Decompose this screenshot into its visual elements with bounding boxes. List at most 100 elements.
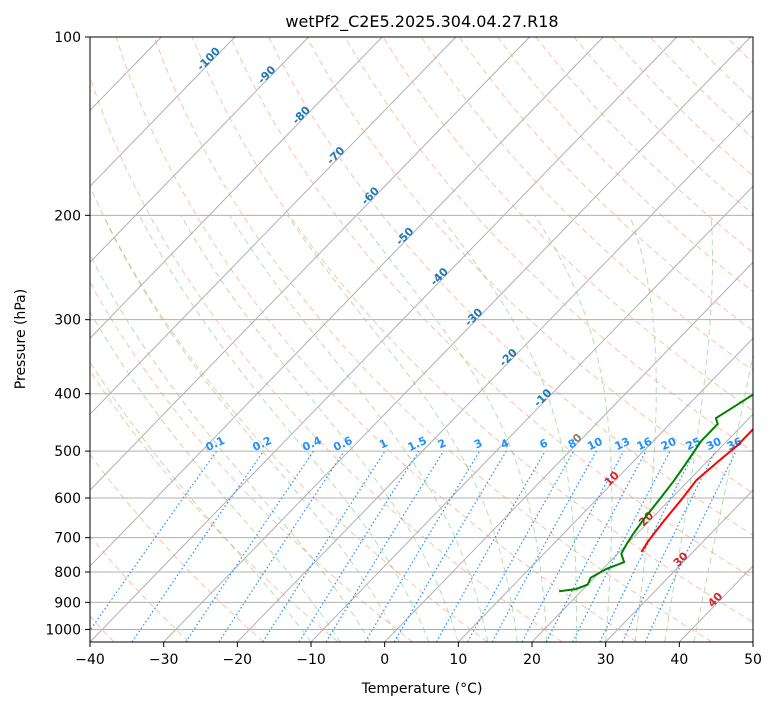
- mixing-ratio-line: [325, 450, 445, 642]
- dry-adiabat-line: [90, 281, 414, 642]
- moist-adiabat-line: [138, 215, 430, 642]
- x-tick-label: −10: [296, 652, 326, 668]
- moist-adiabat-line: [693, 352, 753, 642]
- isotherm-label: -10: [531, 386, 554, 409]
- isotherm-line: [163, 37, 751, 642]
- y-tick-label: 200: [54, 208, 81, 224]
- y-axis-label: Pressure (hPa): [13, 289, 29, 389]
- y-tick-label: 300: [54, 313, 81, 329]
- profile-series: [558, 393, 753, 593]
- mixing-ratio-line: [131, 450, 265, 642]
- x-tick-label: 10: [449, 652, 467, 668]
- isotherm-line: [90, 37, 530, 491]
- isotherm-line: [384, 261, 753, 642]
- x-axis-label: Temperature (°C): [361, 681, 483, 697]
- mixing-ratio-line: [572, 450, 671, 642]
- mixing-ratio-label: 30: [704, 435, 724, 453]
- x-tick-label: 0: [380, 652, 389, 668]
- mixing-ratio-line: [545, 450, 647, 642]
- x-tick-label: −20: [223, 652, 253, 668]
- y-axis: 100 200 300 400 500 600 700 800 900 1000: [45, 30, 90, 638]
- mixing-ratio-label: 13: [613, 435, 632, 453]
- dry-adiabat-line: [306, 37, 753, 494]
- isotherm-line: [236, 109, 753, 642]
- isotherm-label: -60: [359, 184, 382, 207]
- isotherm-label: 40: [705, 590, 725, 610]
- isotherm-line: [605, 489, 753, 642]
- mixing-ratio-line: [599, 450, 696, 642]
- moist-adiabat-line: [439, 215, 577, 642]
- isotherm-label: -20: [497, 346, 520, 369]
- isotherm-line: [90, 37, 457, 415]
- isotherm-line: [310, 185, 753, 642]
- moist-adiabat-line: [90, 360, 312, 642]
- isotherm-line: [752, 641, 753, 642]
- background-lines: [90, 37, 775, 642]
- isotherm-label: -100: [194, 44, 223, 73]
- moist-adiabat-line: [534, 215, 613, 642]
- dry-adiabat-line: [90, 185, 488, 642]
- temperature-line: [640, 427, 753, 553]
- dry-adiabat-line: [90, 75, 563, 642]
- moist-adiabat-line: [664, 215, 713, 642]
- dry-adiabat-line: [458, 37, 753, 332]
- y-tick-label: 700: [54, 531, 81, 547]
- x-tick-label: 40: [670, 652, 688, 668]
- x-tick-label: −40: [75, 652, 105, 668]
- isotherm-label: -90: [255, 63, 278, 86]
- dry-adiabat-line: [688, 37, 753, 102]
- isotherm-label: -70: [324, 144, 347, 167]
- y-tick-label: 400: [54, 387, 81, 403]
- moist-adiabat-line: [102, 215, 400, 642]
- mixing-ratio-line: [364, 450, 481, 642]
- isotherm-line: [90, 37, 604, 567]
- plot-frame: [89, 36, 754, 643]
- mixing-ratio-line: [621, 450, 716, 642]
- dry-adiabat-line: [535, 37, 753, 254]
- moist-adiabat-line: [356, 215, 548, 642]
- moist-adiabat-line: [180, 215, 459, 642]
- mixing-ratio-label: 3: [472, 436, 484, 451]
- y-tick-label: 600: [54, 491, 81, 507]
- mixing-ratio-label: 20: [659, 435, 679, 453]
- mixing-ratio-label: 6: [538, 436, 551, 451]
- mixing-ratio-label: 2: [436, 436, 448, 451]
- moist-adiabat-line: [229, 215, 489, 642]
- moist-adiabat-line: [90, 310, 341, 642]
- dry-adiabat-line: [115, 37, 638, 642]
- dry-adiabat-line: [765, 37, 775, 642]
- mixing-ratio-line: [491, 450, 597, 642]
- mixing-ratio-line: [521, 450, 625, 642]
- dry-adiabat-line: [191, 37, 753, 623]
- isotherm-line: [90, 37, 236, 188]
- y-tick-label: 500: [54, 444, 81, 460]
- mixing-ratio-line: [466, 450, 575, 642]
- dry-adiabat-line: [90, 369, 339, 642]
- isotherm-label: -30: [462, 305, 485, 328]
- dry-adiabat-line: [726, 37, 753, 64]
- chart-title: wetPf2_C2E5.2025.304.04.27.R18: [285, 12, 558, 32]
- moist-adiabat-line: [287, 215, 518, 642]
- mixing-ratio-line: [435, 450, 546, 642]
- dry-adiabat-line: [90, 453, 264, 642]
- mixing-ratio-label: 25: [684, 435, 703, 453]
- x-tick-label: 20: [523, 652, 541, 668]
- x-tick-label: 50: [744, 652, 762, 668]
- moist-adiabat-line: [629, 215, 657, 642]
- y-tick-label: 900: [54, 595, 81, 611]
- dry-adiabat-line: [420, 37, 753, 372]
- isotherm-line: [457, 337, 753, 642]
- x-tick-label: −30: [149, 652, 179, 668]
- isotherm-line: [90, 37, 383, 339]
- isotherm-label: -50: [393, 225, 416, 248]
- x-axis: −40 −30 −20 −10 0 10 20 30 40 50: [75, 642, 762, 668]
- y-tick-label: 100: [54, 30, 81, 46]
- dewpoint-line: [558, 393, 753, 593]
- mixing-ratio-line: [185, 450, 314, 642]
- mixing-ratio-line: [90, 450, 218, 632]
- isotherm-label: -80: [290, 103, 313, 126]
- mixing-ratio-label: 16: [635, 435, 655, 453]
- isotherm-label: 30: [671, 549, 691, 569]
- mixing-ratio-line: [262, 450, 386, 642]
